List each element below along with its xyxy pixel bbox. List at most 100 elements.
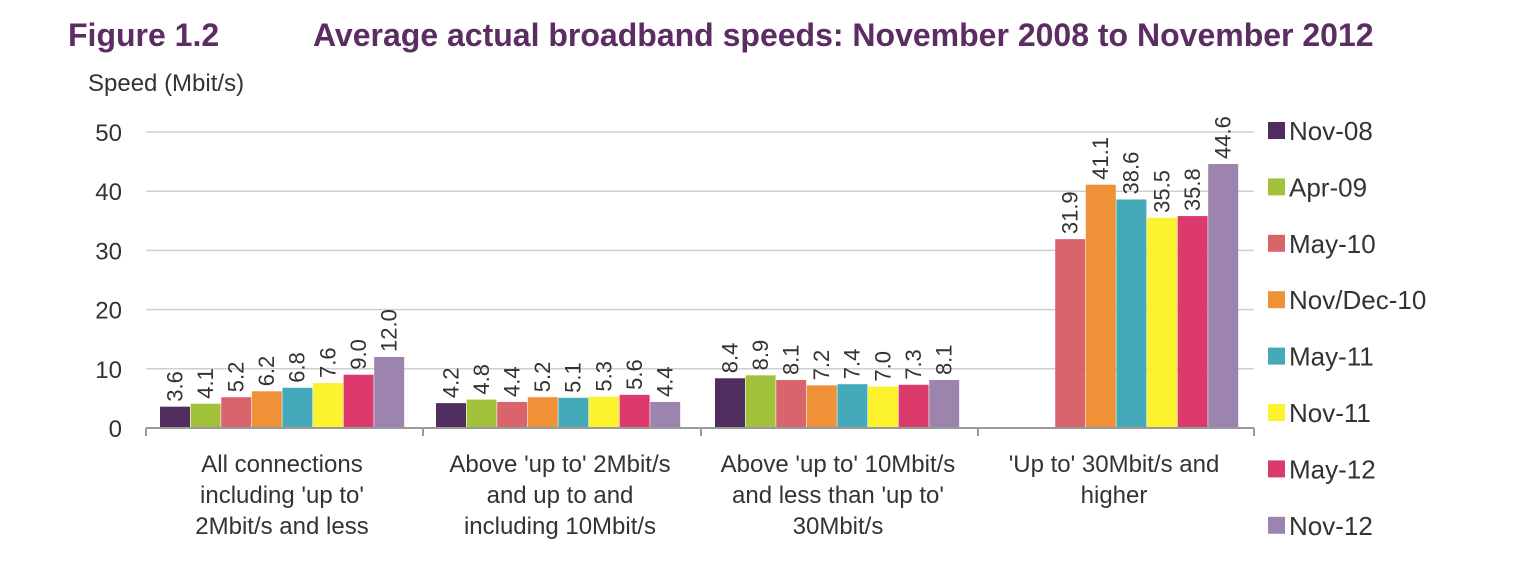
- bars: 3.6 4.28.44.1 4.88.95.2 4.48.131.96.2 5.2 7.2…: [160, 116, 1239, 428]
- legend-swatch: [1268, 460, 1285, 478]
- data-label: 5.2: [530, 362, 555, 393]
- bar: [160, 406, 190, 428]
- y-tick-label: 10: [95, 357, 122, 384]
- data-label: 5.2: [224, 362, 249, 393]
- legend-item: May-10: [1268, 229, 1376, 259]
- x-axis: [145, 427, 1255, 436]
- category-label: Above 'up to' 2Mbit/s and up to and includ…: [449, 451, 670, 540]
- legend-item: May-11: [1268, 342, 1374, 372]
- bar: [589, 396, 619, 428]
- legend-label: Nov-12: [1289, 511, 1373, 541]
- figure-number: Figure 1.2: [68, 17, 219, 53]
- legend-swatch: [1268, 122, 1285, 139]
- bar: [1085, 184, 1116, 428]
- data-label: 4.8: [469, 364, 494, 395]
- category-label: 'Up to' 30Mbit/s and higher: [1009, 451, 1220, 509]
- category-labels: All connections including 'up to' 2Mbit/s …: [195, 451, 1219, 540]
- bar: [558, 397, 589, 428]
- y-tick-label: 0: [109, 416, 122, 443]
- bar: [745, 375, 776, 428]
- legend-item: Nov/Dec-10: [1268, 285, 1426, 315]
- bar: [806, 385, 837, 428]
- legend-label: Nov/Dec-10: [1289, 285, 1426, 315]
- bar: [1208, 163, 1239, 428]
- bar: [343, 374, 374, 428]
- y-tick-label: 30: [95, 238, 122, 265]
- data-label: 6.8: [285, 352, 310, 383]
- data-label: 6.2: [254, 356, 279, 387]
- bar: [221, 397, 252, 428]
- legend-swatch: [1268, 404, 1285, 421]
- data-label: 8.1: [932, 344, 957, 375]
- data-label: 5.6: [622, 359, 647, 390]
- legend-label: May-11: [1289, 342, 1374, 372]
- legend-swatch: [1268, 178, 1285, 196]
- bar: [282, 387, 313, 428]
- bar: [837, 384, 868, 428]
- data-label: 8.1: [779, 344, 804, 375]
- data-label: 4.1: [193, 368, 218, 399]
- legend-item: Nov-12: [1268, 511, 1373, 541]
- data-label: 4.2: [438, 368, 463, 399]
- bar: [190, 403, 221, 428]
- bar: [497, 401, 528, 428]
- bar: [776, 380, 807, 428]
- bar: [898, 384, 929, 428]
- legend-item: May-12: [1268, 454, 1376, 484]
- bar: [1116, 199, 1147, 428]
- data-label: 5.1: [561, 362, 586, 393]
- data-label: 35.5: [1149, 170, 1174, 213]
- legend-label: May-12: [1289, 454, 1376, 484]
- legend: Nov-08 Apr-09 May-10 Nov/Dec-10 May-11 Nov-11…: [1268, 116, 1426, 541]
- figure-title: Average actual broadband speeds: Novembe…: [313, 17, 1374, 53]
- bar: [650, 401, 681, 428]
- data-label: 41.1: [1088, 137, 1113, 180]
- data-label: 8.9: [748, 340, 773, 371]
- legend-label: May-10: [1289, 229, 1376, 259]
- data-label: 7.0: [870, 351, 895, 382]
- data-label: 4.4: [500, 366, 525, 397]
- bar: [1177, 216, 1208, 428]
- category-label: Above 'up to' 10Mbit/s and less than 'up …: [721, 451, 956, 540]
- data-label: 5.3: [591, 361, 616, 392]
- legend-swatch: [1268, 347, 1285, 365]
- data-label: 7.3: [901, 349, 926, 380]
- legend-label: Apr-09: [1289, 172, 1367, 202]
- bar: [374, 356, 405, 428]
- data-label: 3.6: [162, 371, 187, 402]
- y-axis-label: Speed (Mbit/s): [88, 70, 244, 97]
- legend-item: Nov-08: [1268, 116, 1373, 146]
- y-axis-ticks: 0 10 20 30 40 50: [95, 120, 122, 443]
- bar: [1147, 217, 1177, 428]
- data-label: 4.4: [653, 366, 678, 397]
- data-label: 7.2: [809, 350, 834, 381]
- data-label: 7.6: [315, 347, 340, 378]
- bar: [527, 397, 558, 428]
- legend-item: Apr-09: [1268, 172, 1367, 202]
- legend-swatch: [1268, 234, 1285, 252]
- legend-item: Nov-11: [1268, 398, 1371, 428]
- data-label: 31.9: [1058, 191, 1083, 234]
- bar: [619, 394, 650, 428]
- bar: [251, 391, 282, 428]
- bar: [436, 403, 466, 428]
- legend-label: Nov-11: [1289, 398, 1371, 428]
- bar: [313, 383, 343, 428]
- data-label: 35.8: [1180, 168, 1205, 211]
- legend-swatch: [1268, 291, 1285, 309]
- y-tick-label: 40: [95, 179, 122, 206]
- data-label: 12.0: [377, 309, 402, 352]
- bar: [715, 378, 745, 428]
- legend-label: Nov-08: [1289, 116, 1373, 146]
- y-tick-label: 20: [95, 298, 122, 325]
- bar: [868, 386, 898, 428]
- category-label: All connections including 'up to' 2Mbit/s …: [195, 451, 368, 540]
- data-label: 44.6: [1211, 116, 1236, 159]
- legend-swatch: [1268, 516, 1285, 534]
- bar: [466, 399, 497, 428]
- bar: [929, 380, 960, 428]
- bar: [1055, 239, 1086, 428]
- data-label: 38.6: [1119, 152, 1144, 195]
- data-label: 9.0: [346, 339, 371, 370]
